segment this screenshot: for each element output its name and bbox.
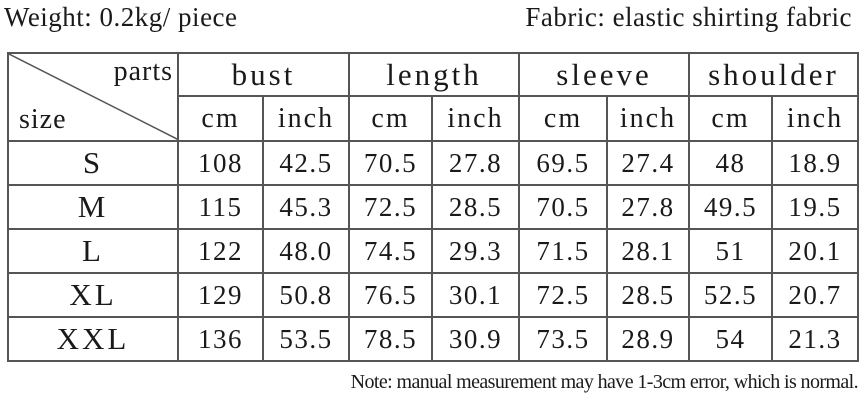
measurement-cell: 74.5 <box>348 228 433 274</box>
measurement-cell: 108 <box>177 140 264 186</box>
measurement-cell: 70.5 <box>518 184 608 230</box>
measurement-cell: 50.8 <box>262 272 350 318</box>
part-header-sleeve: sleeve <box>518 52 690 97</box>
table-row: XL 129 50.8 76.5 30.1 72.5 28.5 52.5 20.7 <box>7 272 859 318</box>
measurement-note: Note: manual measurement may have 1-3cm … <box>350 371 859 393</box>
unit-header: cm <box>177 95 264 142</box>
measurement-cell: 28.1 <box>606 228 690 274</box>
part-header-shoulder: shoulder <box>688 52 859 97</box>
part-header-bust: bust <box>177 52 350 97</box>
measurement-cell: 54 <box>688 316 773 362</box>
measurement-cell: 129 <box>177 272 264 318</box>
measurement-cell: 53.5 <box>262 316 350 362</box>
size-label: size <box>19 104 67 135</box>
unit-header: cm <box>688 95 773 142</box>
measurement-cell: 72.5 <box>348 184 433 230</box>
size-chart-table: parts size bust length sleeve shoulder c… <box>7 52 859 362</box>
unit-header: cm <box>348 95 433 142</box>
unit-header: cm <box>518 95 608 142</box>
measurement-cell: 20.1 <box>771 228 859 274</box>
size-cell: XL <box>7 272 179 318</box>
corner-cell: parts size <box>7 52 179 142</box>
measurement-cell: 30.1 <box>431 272 520 318</box>
measurement-cell: 52.5 <box>688 272 773 318</box>
measurement-cell: 76.5 <box>348 272 433 318</box>
measurement-cell: 20.7 <box>771 272 859 318</box>
size-cell: S <box>7 140 179 186</box>
size-cell: L <box>7 228 179 274</box>
diagonal-divider <box>10 55 176 139</box>
measurement-cell: 30.9 <box>431 316 520 362</box>
measurement-cell: 28.9 <box>606 316 690 362</box>
unit-header: inch <box>606 95 690 142</box>
measurement-cell: 73.5 <box>518 316 608 362</box>
measurement-cell: 42.5 <box>262 140 350 186</box>
table-row: S 108 42.5 70.5 27.8 69.5 27.4 48 18.9 <box>7 140 859 186</box>
parts-label: parts <box>113 56 173 87</box>
table-row: M 115 45.3 72.5 28.5 70.5 27.8 49.5 19.5 <box>7 184 859 230</box>
measurement-cell: 27.8 <box>606 184 690 230</box>
measurement-cell: 49.5 <box>688 184 773 230</box>
measurement-cell: 51 <box>688 228 773 274</box>
measurement-cell: 19.5 <box>771 184 859 230</box>
measurement-cell: 71.5 <box>518 228 608 274</box>
measurement-cell: 115 <box>177 184 264 230</box>
measurement-cell: 122 <box>177 228 264 274</box>
measurement-cell: 27.8 <box>431 140 520 186</box>
measurement-cell: 29.3 <box>431 228 520 274</box>
fabric-label: Fabric: elastic shirting fabric <box>525 2 852 32</box>
measurement-cell: 21.3 <box>771 316 859 362</box>
measurement-cell: 48.0 <box>262 228 350 274</box>
measurement-cell: 28.5 <box>606 272 690 318</box>
measurement-cell: 72.5 <box>518 272 608 318</box>
measurement-cell: 28.5 <box>431 184 520 230</box>
measurement-cell: 78.5 <box>348 316 433 362</box>
table-row: XXL 136 53.5 78.5 30.9 73.5 28.9 54 21.3 <box>7 316 859 362</box>
measurement-cell: 70.5 <box>348 140 433 186</box>
unit-header: inch <box>262 95 350 142</box>
size-cell: XXL <box>7 316 179 362</box>
measurement-cell: 27.4 <box>606 140 690 186</box>
unit-header: inch <box>771 95 859 142</box>
measurement-cell: 45.3 <box>262 184 350 230</box>
measurement-cell: 136 <box>177 316 264 362</box>
measurement-cell: 69.5 <box>518 140 608 186</box>
weight-label: Weight: 0.2kg/ piece <box>4 2 238 32</box>
measurement-cell: 18.9 <box>771 140 859 186</box>
table-row: L 122 48.0 74.5 29.3 71.5 28.1 51 20.1 <box>7 228 859 274</box>
part-header-length: length <box>348 52 520 97</box>
measurement-cell: 48 <box>688 140 773 186</box>
unit-header: inch <box>431 95 520 142</box>
size-cell: M <box>7 184 179 230</box>
